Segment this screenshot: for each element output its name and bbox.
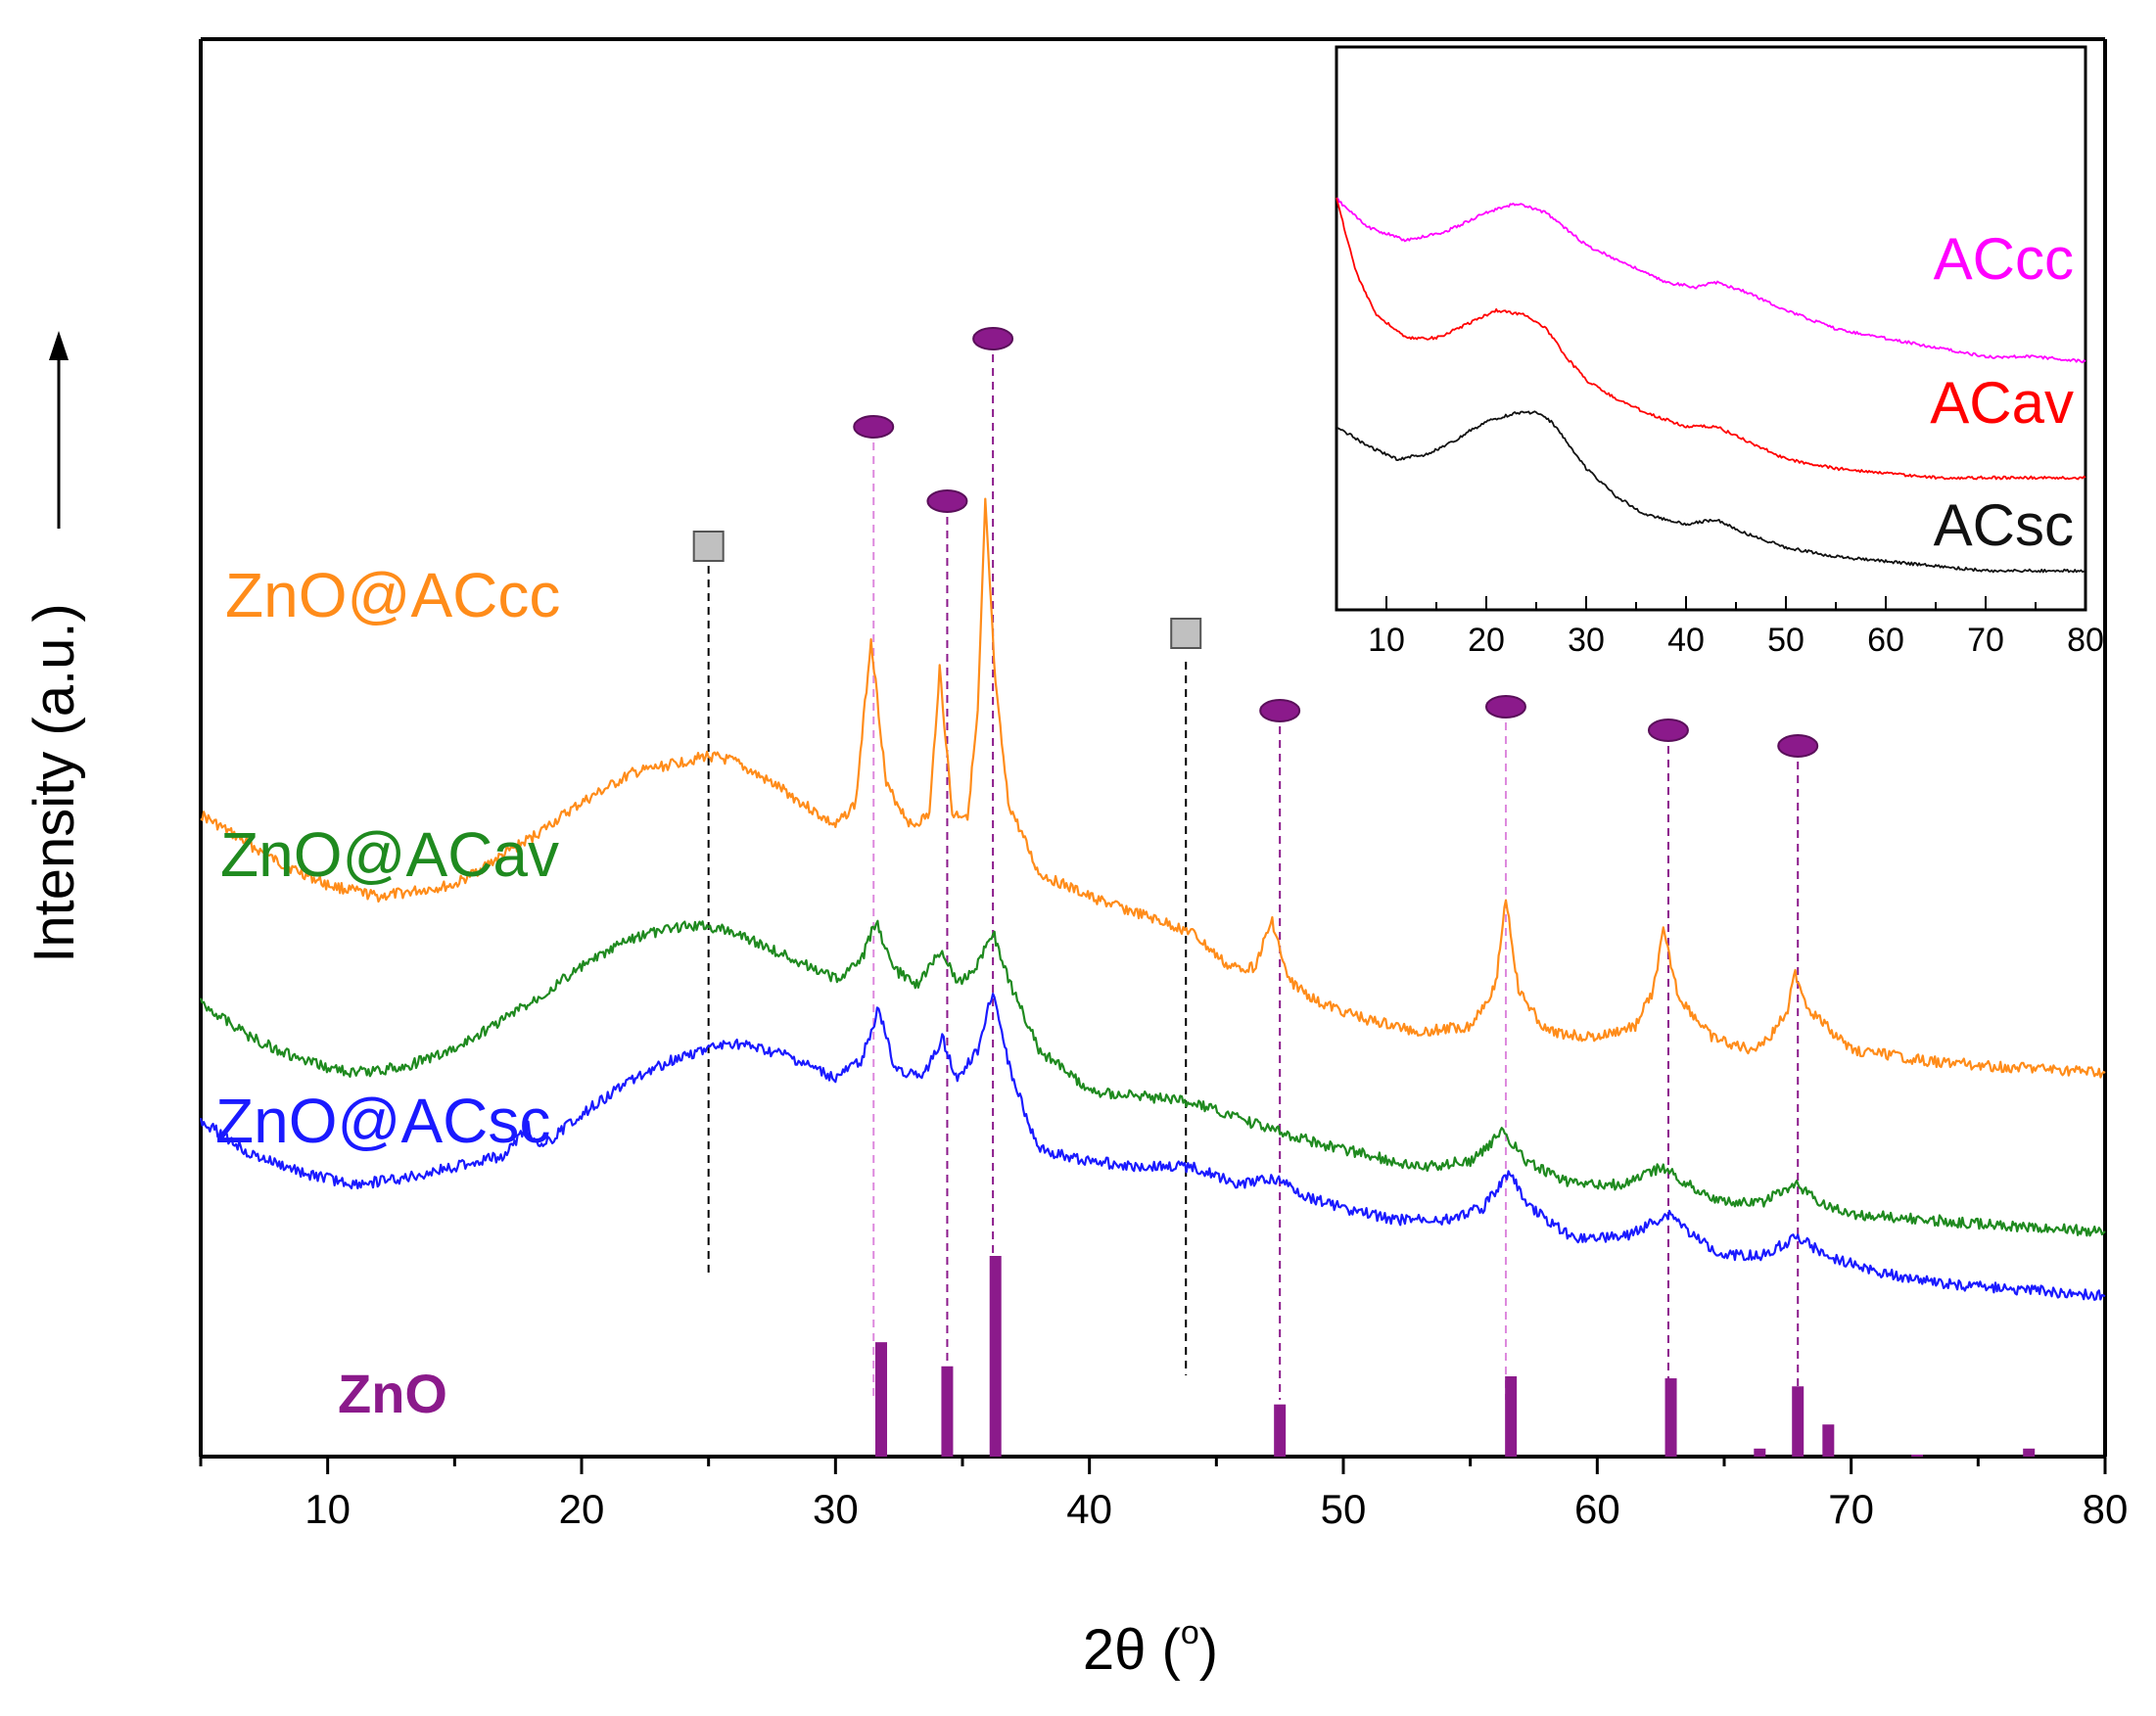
reference-label-zno: ZnO: [338, 1363, 447, 1424]
main-x-tick-label: 60: [1574, 1486, 1620, 1532]
main-x-tick-label: 50: [1321, 1486, 1367, 1532]
peak-markers: [692, 327, 1819, 758]
ellipse-peak-marker: [1484, 695, 1526, 719]
inset-label-accc: ACcc: [1934, 226, 2074, 292]
main-series-lines: [199, 497, 2106, 1301]
main-x-tick-label: 30: [813, 1486, 859, 1532]
main-x-tick-label: 80: [2083, 1486, 2129, 1532]
ellipse-peak-marker: [972, 327, 1014, 350]
inset-series-lines: [1336, 197, 2086, 574]
x-axis-title-main: 2θ (: [1083, 1618, 1181, 1682]
x-axis-title-close: ): [1199, 1618, 1218, 1682]
main-x-tick-label: 40: [1066, 1486, 1112, 1532]
reference-peak-bar: [989, 1256, 1002, 1457]
ellipse-peak-marker: [1777, 734, 1819, 758]
reference-peak-bar: [1505, 1376, 1518, 1457]
inset-x-tick-label: 30: [1568, 622, 1605, 659]
inset-x-tick-label: 80: [2067, 622, 2104, 659]
series-label-znoaccc: ZnO@ACcc: [225, 560, 560, 630]
inset-x-tick-label: 50: [1767, 622, 1804, 659]
x-axis-title: 2θ (o): [1083, 1614, 1218, 1682]
square-peak-marker: [692, 531, 725, 562]
y-axis-arrow-icon: [49, 331, 69, 360]
inset-line-acav: [1336, 197, 2086, 481]
reference-peak-bar: [1274, 1404, 1287, 1457]
inset-label-acsc: ACsc: [1934, 492, 2074, 558]
reference-peak-bar: [1792, 1386, 1804, 1457]
series-line-znoacav: [199, 919, 2106, 1237]
main-x-ticks: 10 20 30 40 50 60 70 80: [199, 1457, 2129, 1532]
inset-x-tick-label: 40: [1667, 622, 1705, 659]
reference-peak-bar: [941, 1366, 954, 1457]
series-label-znoacav: ZnO@ACav: [220, 819, 559, 890]
ellipse-peak-marker: [1647, 719, 1689, 742]
reference-peak-bar: [2023, 1448, 2036, 1457]
main-plot: 10 20 30 40 50 60 70 80 ZnO@ACcc ZnO@ACav ZnO@A…: [23, 37, 2129, 1682]
ellipse-peak-marker: [926, 489, 968, 513]
reference-peaks: [875, 1256, 2036, 1457]
reference-peak-bar: [1822, 1424, 1835, 1457]
inset-x-tick-label: 10: [1368, 622, 1405, 659]
reference-peak-bar: [1754, 1448, 1766, 1457]
series-label-znoacsc: ZnO@ACsc: [215, 1086, 550, 1156]
series-line-znoaccc: [200, 497, 2106, 1079]
inset-plot: 10 20 30 40 50 60 70 80 ACcc ACav ACsc: [1335, 45, 2104, 659]
x-axis-title-degree: o: [1181, 1614, 1199, 1651]
square-peak-marker: [1170, 618, 1202, 649]
reference-peak-bar: [1911, 1454, 1924, 1457]
main-x-tick-label: 10: [305, 1486, 351, 1532]
reference-peak-bar: [1664, 1378, 1677, 1457]
ellipse-peak-marker: [1259, 699, 1301, 722]
inset-x-tick-label: 60: [1867, 622, 1904, 659]
reference-peak-bar: [875, 1342, 888, 1457]
peak-guide-lines: [707, 354, 1800, 1400]
inset-x-tick-label: 70: [1967, 622, 2004, 659]
main-x-tick-label: 70: [1828, 1486, 1874, 1532]
inset-line-accc: [1336, 197, 2086, 364]
series-line-znoacsc: [199, 993, 2106, 1301]
inset-label-acav: ACav: [1930, 370, 2074, 436]
y-axis-title: Intensity (a.u.): [23, 603, 86, 962]
inset-line-acsc: [1336, 410, 2086, 574]
main-x-tick-label: 20: [559, 1486, 605, 1532]
inset-x-tick-label: 20: [1468, 622, 1505, 659]
ellipse-peak-marker: [853, 415, 895, 439]
y-axis-title-group: Intensity (a.u.): [23, 331, 86, 963]
inset-x-ticks: 10 20 30 40 50 60 70 80: [1336, 596, 2104, 659]
